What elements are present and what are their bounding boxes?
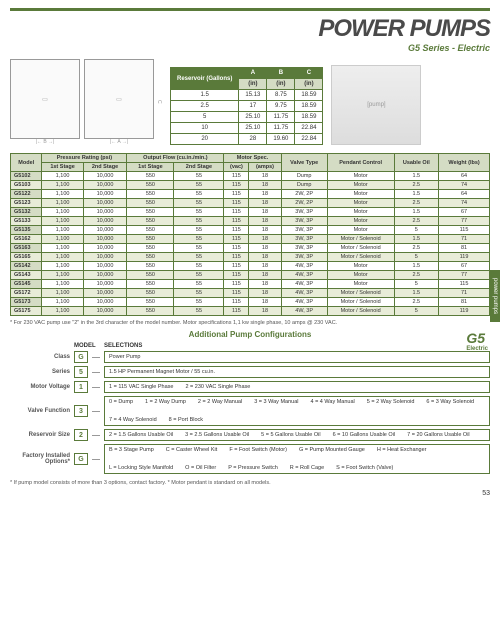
model-header: MODEL (74, 343, 88, 349)
config-label: Series (10, 369, 70, 375)
config-code: G (74, 351, 88, 363)
product-photo: [pump] (331, 65, 421, 145)
config-options: 0 = Dump1 = 2 Way Dump2 = 2 Way Manual3 … (104, 396, 490, 426)
config-options: Power Pump (104, 351, 490, 363)
config-code: 1 (74, 381, 88, 393)
page-title: POWER PUMPS (10, 15, 490, 43)
technical-drawing: ▭ |← B →| ▭ |← A →| C (10, 59, 162, 145)
config-options: 1 = 115 VAC Single Phase2 = 230 VAC Sing… (104, 381, 490, 393)
config-code: 5 (74, 366, 88, 378)
config-label: Reservoir Size (10, 432, 70, 438)
config-label: Factory Installed Options* (10, 453, 70, 465)
config-label: Valve Function (10, 408, 70, 414)
selections-header: SELECTIONS (104, 343, 142, 349)
page-number: 53 (10, 490, 490, 497)
additional-config-title: Additional Pump Configurations (10, 330, 490, 339)
config-options: 2 = 1.5 Gallons Usable Oil3 = 2.5 Gallon… (104, 429, 490, 441)
brand-logo: G5Electric (466, 330, 488, 352)
config-code: G (74, 453, 88, 465)
config-options: 1.5 HP Permanent Magnet Motor / 55 cu.in… (104, 366, 490, 378)
models-table: Model Pressure Rating (psi) Output Flow … (10, 153, 490, 316)
config-code: 3 (74, 405, 88, 417)
config-label: Class (10, 354, 70, 360)
top-rule (10, 8, 490, 11)
side-tab: power pumps (490, 270, 500, 322)
dimensions-table: Reservoir (Gallons)ABC (in)(in)(in) 1.51… (170, 67, 323, 145)
footnote-1: * For 230 VAC pump use "2" in the 3rd ch… (10, 320, 490, 326)
config-options: B = 3 Stage PumpC = Caster Wheel KitF = … (104, 444, 490, 474)
page-subtitle: G5 Series - Electric (10, 43, 490, 53)
config-label: Motor Voltage (10, 384, 70, 390)
config-code: 2 (74, 429, 88, 441)
footnote-2: * If pump model consists of more than 3 … (10, 480, 490, 486)
